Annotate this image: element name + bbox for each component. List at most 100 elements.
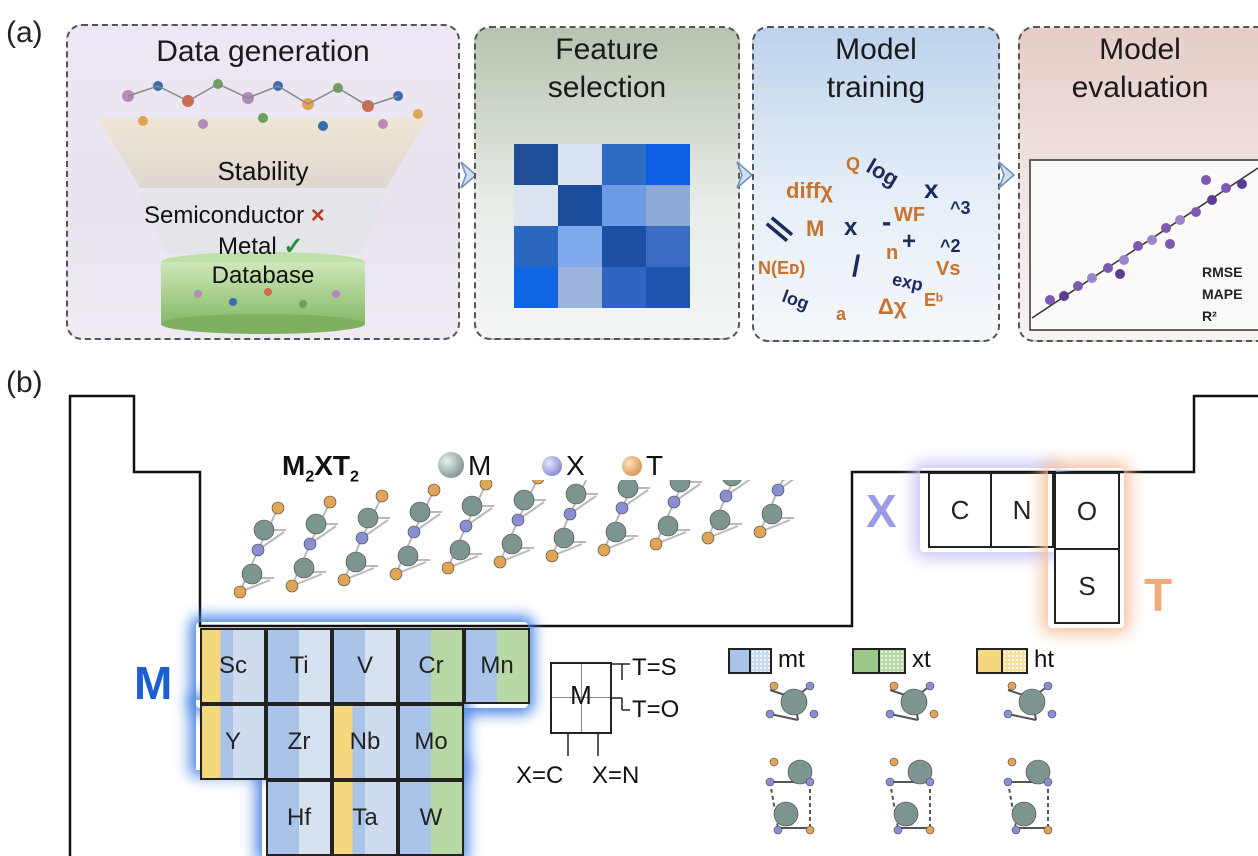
formula-sub-2: 2 — [305, 468, 315, 486]
m-atom — [657, 515, 679, 537]
m-atom — [409, 501, 431, 523]
m-atom — [773, 801, 799, 827]
t-atom — [1007, 681, 1017, 691]
heatmap-cell — [646, 185, 690, 226]
feature-term: - — [882, 206, 892, 237]
t-atom — [337, 573, 351, 587]
x-atom — [893, 825, 903, 835]
feature-term: Q — [846, 154, 861, 174]
m-atom — [1011, 801, 1037, 827]
xt-swatch — [852, 648, 906, 674]
feature-term: + — [902, 228, 917, 255]
element-n: N — [990, 472, 1054, 548]
heatmap-cell — [558, 144, 602, 185]
arrow-right-icon — [458, 160, 480, 190]
t-label: T — [1144, 569, 1173, 621]
heatmap-cell — [558, 267, 602, 308]
ht-label: ht — [1034, 646, 1055, 673]
bond — [1007, 713, 1037, 721]
x-atom — [303, 537, 317, 551]
m-atom — [900, 688, 928, 716]
m-atom — [780, 688, 808, 716]
site-structures — [765, 681, 1057, 835]
x-atom-label: X — [566, 450, 585, 481]
t-atom — [597, 543, 611, 557]
t-atom — [1043, 825, 1053, 835]
m-atom-label: M — [468, 450, 492, 481]
m-atom — [241, 563, 263, 585]
parity-plot — [1029, 159, 1258, 331]
feature-term: WF — [894, 204, 926, 226]
x-atom — [251, 543, 265, 557]
x-atom — [1003, 777, 1013, 787]
feature-term: Eᵇ — [924, 290, 944, 310]
element-nb: Nb — [332, 704, 398, 780]
heatmap-cell — [514, 226, 558, 267]
t-atom — [701, 531, 715, 545]
feature-term: / — [852, 250, 861, 283]
element-v: V — [332, 628, 398, 704]
model-evaluation-title-1: Model — [1099, 33, 1181, 66]
heatmap-cell — [558, 226, 602, 267]
x-atom-icon — [542, 456, 562, 476]
m-atom — [449, 539, 471, 561]
x-atom — [805, 777, 815, 787]
x-atom — [615, 501, 629, 515]
mt-swatch — [728, 648, 772, 674]
formula-label: M2XT2 — [282, 450, 359, 487]
x-atom — [885, 709, 895, 719]
m-atom — [253, 519, 275, 541]
element-sc: Sc — [200, 628, 266, 704]
t-atom-icon — [622, 456, 642, 476]
bond — [889, 713, 919, 721]
heatmap-cell — [514, 267, 558, 308]
x-atom — [771, 483, 785, 497]
cell-key-vline — [581, 664, 582, 732]
feature-term: n — [886, 242, 899, 264]
cell-key-center: M — [570, 680, 592, 710]
model-evaluation-title-2: evaluation — [1071, 71, 1209, 104]
model-evaluation-box: Model evaluation RMSE MAPE R² — [1018, 26, 1258, 342]
funnel-graphic — [98, 79, 428, 334]
heatmap-cell — [558, 185, 602, 226]
model-training-box: Model training Q log x diffχ ^3 WF - || … — [752, 26, 1000, 342]
t-atom — [805, 825, 815, 835]
x-atom — [885, 777, 895, 787]
m-atom — [293, 557, 315, 579]
cell-key-lines — [567, 663, 630, 756]
metric-mape: MAPE — [1202, 286, 1243, 302]
ht-swatch — [976, 648, 1028, 674]
x-atom — [1043, 777, 1053, 787]
feature-term: x — [924, 174, 939, 204]
x-atom — [765, 777, 775, 787]
x-atom — [511, 513, 525, 527]
element-mo: Mo — [398, 704, 464, 780]
correlation-heatmap — [514, 144, 690, 308]
molecules-icon — [122, 79, 423, 308]
data-generation-title: Data generation — [156, 35, 370, 68]
element-mn: Mn — [464, 628, 530, 704]
element-zr: Zr — [266, 704, 332, 780]
data-generation-box: Data generation — [66, 24, 460, 340]
x-atom — [667, 495, 681, 509]
element-w: W — [398, 780, 464, 856]
x-atom — [1043, 681, 1053, 691]
arrow-right-icon — [734, 160, 756, 190]
t-atom — [532, 480, 544, 485]
m-atom — [761, 503, 783, 525]
element-o: O — [1054, 472, 1120, 550]
semiconductor-text: Semiconductor — [144, 202, 305, 229]
x-atom — [765, 709, 775, 719]
t-atom — [427, 483, 441, 497]
t-atom — [375, 489, 389, 503]
m-atom — [893, 801, 919, 827]
m-atom — [305, 513, 327, 535]
bond — [769, 713, 799, 721]
m-atom — [553, 527, 575, 549]
t-atom — [769, 757, 779, 767]
heatmap-cell — [514, 185, 558, 226]
x-atom — [719, 489, 733, 503]
element-hf: Hf — [266, 780, 332, 856]
feature-term: M — [806, 216, 825, 241]
panel-a-label: (a) — [6, 16, 43, 49]
